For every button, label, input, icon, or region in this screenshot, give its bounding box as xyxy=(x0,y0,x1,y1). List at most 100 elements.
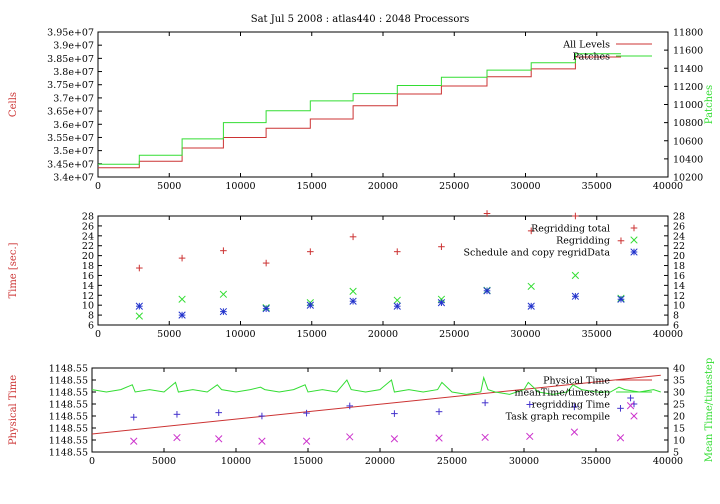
y-axis-label: Time [sec.] xyxy=(8,242,19,298)
y2-axis-label: Patches xyxy=(704,85,715,124)
x-tick-label: 35000 xyxy=(581,456,611,467)
y-tick-label: 16 xyxy=(82,271,94,282)
y-tick-label: 1148.55 xyxy=(49,376,88,387)
legend-label: All Levels xyxy=(562,40,610,51)
y-tick-label: 3.8e+07 xyxy=(53,67,94,78)
data-point-d2 xyxy=(215,435,223,443)
y-axis-label: Physical Time xyxy=(8,375,19,445)
data-point-d2 xyxy=(302,437,311,445)
y2-tick-label: 10600 xyxy=(673,136,703,147)
data-point-d2 xyxy=(435,434,443,442)
x-tick-label: 25000 xyxy=(439,329,469,340)
x-tick-label: 35000 xyxy=(582,329,612,340)
panel-regrid: 0 5000 10000 15000 20000 25000 30000 35000 40000… xyxy=(8,210,685,340)
y-tick-label: 20 xyxy=(82,251,94,262)
y2-tick-label: 11600 xyxy=(673,46,703,57)
series-line xyxy=(91,375,661,395)
series-line xyxy=(98,53,621,165)
y-tick-label: 3.75e+07 xyxy=(47,80,94,91)
y-tick-label: 3.9e+07 xyxy=(53,41,94,52)
chart-title: Sat Jul 5 2008 : atlas440 : 2048 Process… xyxy=(251,14,470,25)
y2-tick-label: 16 xyxy=(673,271,685,282)
y2-tick-label: 10800 xyxy=(673,118,703,129)
y2-tick-label: 28 xyxy=(673,212,685,223)
legend-label: Physical Time xyxy=(543,376,610,387)
data-point-d2 xyxy=(437,295,446,303)
data-point-d2 xyxy=(570,428,579,436)
y2-tick-label: 26 xyxy=(673,221,685,232)
x-tick-label: 25000 xyxy=(439,181,469,192)
y-tick-label: 3.45e+07 xyxy=(47,159,94,170)
x-tick-label: 15000 xyxy=(297,181,327,192)
x-tick-label: 25000 xyxy=(437,456,467,467)
y-tick-label: 1148.55 xyxy=(49,448,88,459)
series-regridding-time: regridding Time xyxy=(130,394,638,421)
x-tick-label: 5000 xyxy=(157,181,181,192)
y-tick-label: 1148.55 xyxy=(49,424,88,435)
x-tick-label: 0 xyxy=(95,181,101,192)
x-tick-label: 15000 xyxy=(293,456,323,467)
x-tick-label: 30000 xyxy=(510,329,540,340)
y2-tick-label: 25 xyxy=(673,400,685,411)
x-tick-label: 30000 xyxy=(510,181,540,192)
data-point-d2 xyxy=(390,435,399,443)
data-point-d2 xyxy=(437,299,446,307)
data-point-d2 xyxy=(571,292,580,300)
data-point-d2 xyxy=(616,434,625,442)
y-tick-label: 14 xyxy=(82,281,94,292)
data-point-d2 xyxy=(219,307,228,316)
data-point-d2 xyxy=(258,437,266,445)
y2-tick-label: 11400 xyxy=(673,64,703,75)
series-regridding-total: Regridding total xyxy=(136,210,638,272)
data-point-d2 xyxy=(262,304,270,313)
y2-tick-label: 10200 xyxy=(673,173,703,184)
series-all-levels: All Levels xyxy=(98,40,652,169)
x-tick-label: 20000 xyxy=(368,329,398,340)
y-tick-label: 28 xyxy=(82,212,94,223)
y2-tick-label: 11000 xyxy=(673,100,703,111)
y-tick-label: 1148.55 xyxy=(49,388,88,399)
x-tick-label: 10000 xyxy=(221,456,251,467)
legend-marker-d2 xyxy=(630,412,638,420)
series-physical-time: Physical Time xyxy=(91,374,661,435)
x-tick-label: 30000 xyxy=(509,456,539,467)
y2-tick-label: 22 xyxy=(673,241,685,252)
series-patches: Patches xyxy=(98,52,652,165)
series-line xyxy=(91,374,661,435)
data-point-d2 xyxy=(571,271,580,280)
y2-tick-label: 6 xyxy=(673,321,679,332)
legend-label: regridding Time xyxy=(532,400,611,411)
y-tick-label: 1148.55 xyxy=(49,400,88,411)
y-tick-label: 3.4e+07 xyxy=(53,173,94,184)
y2-tick-label: 15 xyxy=(673,424,685,435)
x-tick-label: 0 xyxy=(95,329,101,340)
y2-tick-label: 8 xyxy=(673,311,679,322)
legend-label: Regridding xyxy=(556,236,610,247)
data-point-d2 xyxy=(483,287,491,295)
data-point-d2 xyxy=(219,290,228,298)
series-meantime-timestep: meanTime/timestep xyxy=(91,375,661,399)
y-tick-label: 18 xyxy=(82,261,94,272)
data-point-d2 xyxy=(306,301,314,309)
y2-tick-label: 10 xyxy=(673,436,685,447)
y2-tick-label: 40 xyxy=(673,364,685,375)
y-tick-label: 3.7e+07 xyxy=(53,93,94,104)
x-tick-label: 0 xyxy=(89,456,95,467)
legend-marker-d2 xyxy=(630,236,638,244)
y2-tick-label: 20 xyxy=(673,251,685,262)
x-tick-label: 15000 xyxy=(297,329,327,340)
x-tick-label: 5000 xyxy=(152,456,176,467)
x-tick-label: 10000 xyxy=(225,181,255,192)
y-tick-label: 26 xyxy=(82,221,94,232)
y2-tick-label: 12 xyxy=(673,291,685,302)
data-point-d2 xyxy=(393,302,401,310)
y2-tick-label: 14 xyxy=(673,281,685,292)
y2-tick-label: 11800 xyxy=(673,28,703,39)
data-point-d2 xyxy=(135,312,143,320)
y2-tick-label: 10 xyxy=(673,301,685,312)
data-point-d2 xyxy=(527,282,535,291)
data-point-d2 xyxy=(178,295,186,303)
x-tick-label: 35000 xyxy=(582,181,612,192)
y-tick-label: 3.55e+07 xyxy=(47,133,94,144)
y-tick-label: 22 xyxy=(82,241,94,252)
